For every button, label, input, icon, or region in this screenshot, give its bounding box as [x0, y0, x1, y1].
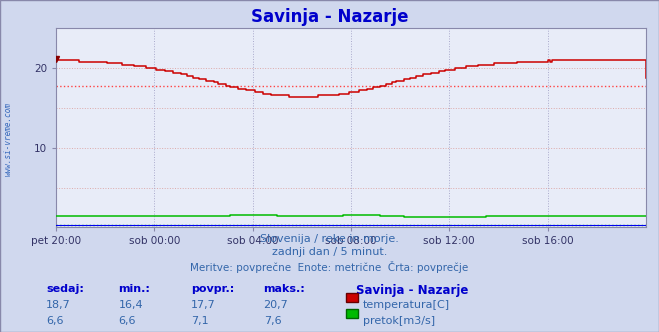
Text: 7,1: 7,1: [191, 316, 209, 326]
Text: 18,7: 18,7: [46, 300, 71, 310]
Text: 20,7: 20,7: [264, 300, 289, 310]
Text: www.si-vreme.com: www.si-vreme.com: [4, 103, 13, 176]
Text: Meritve: povprečne  Enote: metrične  Črta: povprečje: Meritve: povprečne Enote: metrične Črta:…: [190, 261, 469, 273]
Text: 7,6: 7,6: [264, 316, 281, 326]
Text: povpr.:: povpr.:: [191, 284, 235, 294]
Text: 6,6: 6,6: [46, 316, 64, 326]
Text: 17,7: 17,7: [191, 300, 216, 310]
Text: maks.:: maks.:: [264, 284, 305, 294]
Text: pretok[m3/s]: pretok[m3/s]: [363, 316, 435, 326]
Text: sedaj:: sedaj:: [46, 284, 84, 294]
Text: temperatura[C]: temperatura[C]: [363, 300, 450, 310]
Text: zadnji dan / 5 minut.: zadnji dan / 5 minut.: [272, 247, 387, 257]
Text: Savinja - Nazarje: Savinja - Nazarje: [251, 8, 408, 26]
Text: min.:: min.:: [119, 284, 150, 294]
Text: 16,4: 16,4: [119, 300, 143, 310]
Text: Savinja - Nazarje: Savinja - Nazarje: [356, 284, 469, 297]
Text: Slovenija / reke in morje.: Slovenija / reke in morje.: [260, 234, 399, 244]
Text: 6,6: 6,6: [119, 316, 136, 326]
